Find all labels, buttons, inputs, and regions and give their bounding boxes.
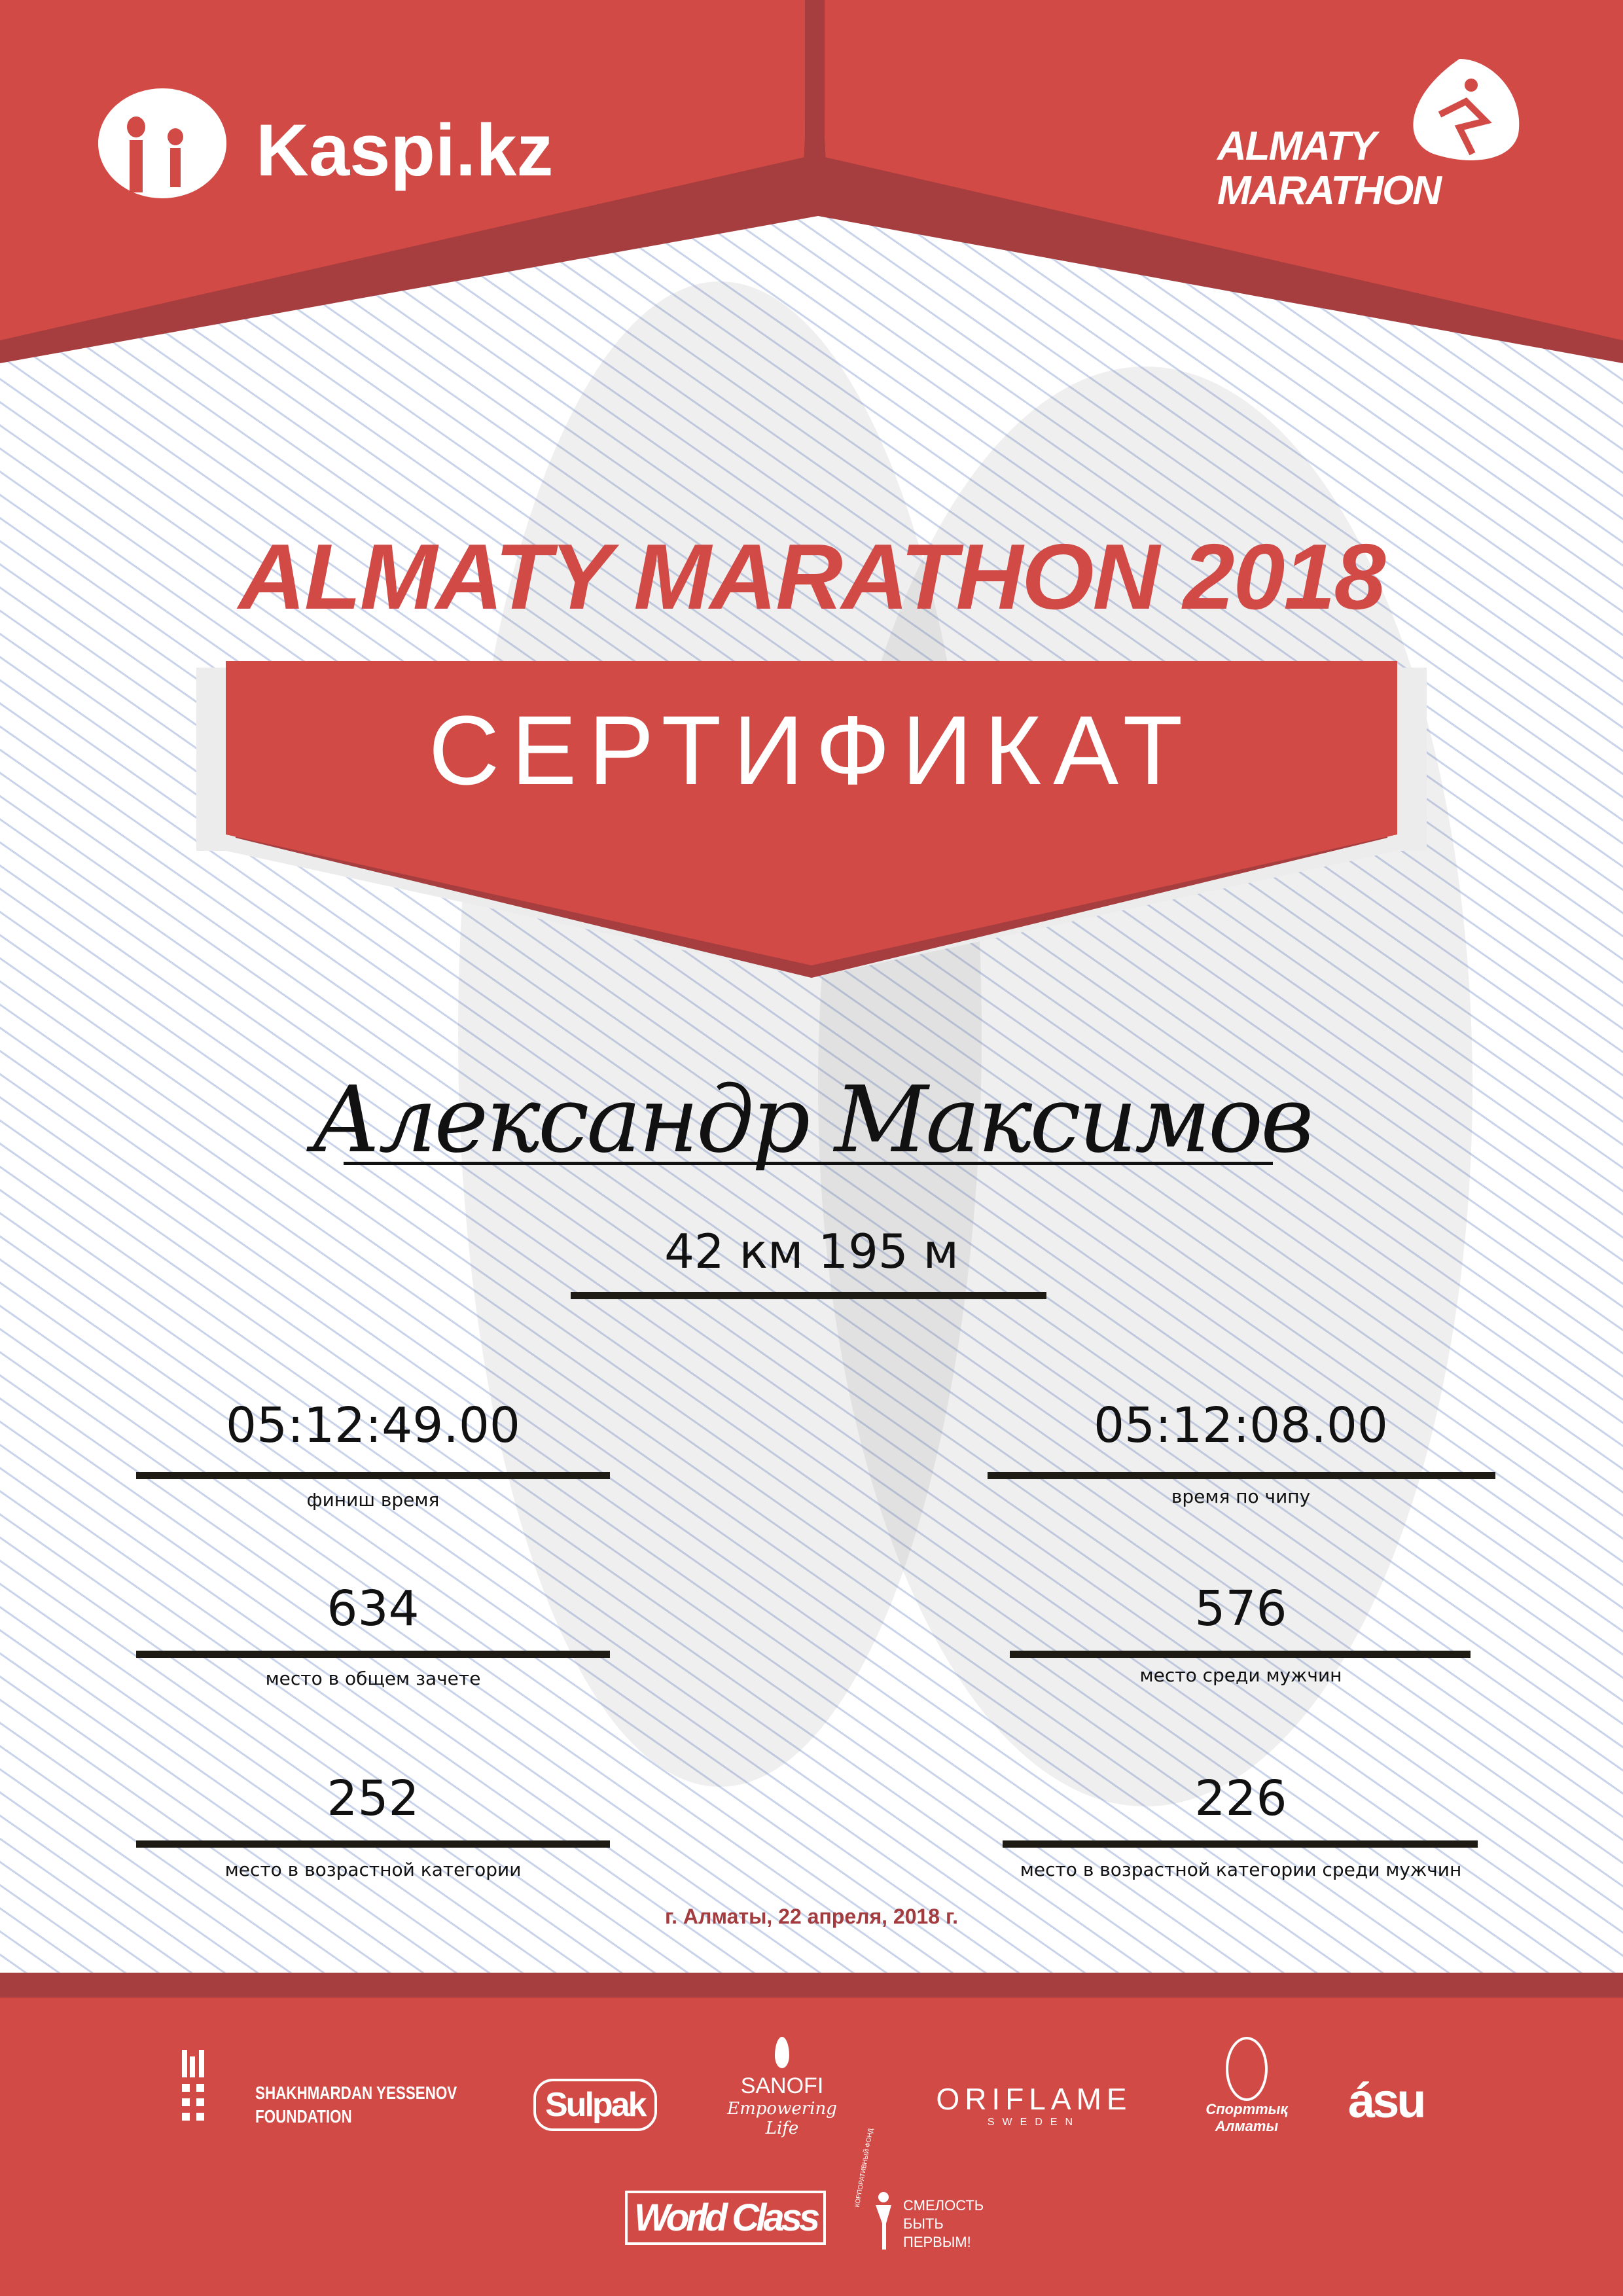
oriflame-name: ORIFLAME xyxy=(936,2082,1132,2116)
age-place-value: 252 xyxy=(327,1770,419,1827)
sanofi-name: SANOFI xyxy=(740,2073,824,2098)
fund-arc-text: КОРПОРАТИВНЫЙ ФОНД xyxy=(853,2127,875,2208)
sponsor-oriflame: ORIFLAME SWEDEN xyxy=(923,2081,1145,2128)
chip-time-label: время по чипу xyxy=(1171,1486,1311,1507)
male-place-label: место среди мужчин xyxy=(1139,1664,1342,1686)
sanofi-tagline: Empowering Life xyxy=(727,2099,837,2138)
yessenov-line2: FOUNDATION xyxy=(255,2106,352,2126)
fund-line3: ПЕРВЫМ! xyxy=(903,2234,971,2250)
sponsor-sport-almaty: Спорттық Алматы xyxy=(1198,2037,1296,2135)
overall-place-label: место в общем зачете xyxy=(265,1668,481,1689)
sponsor-asu: ásu xyxy=(1348,2073,1426,2128)
event-title: ALMATY MARATHON 2018 xyxy=(238,525,1386,629)
age-place-label: место в возрастной категории xyxy=(224,1859,522,1880)
oriflame-sub: SWEDEN xyxy=(987,2117,1081,2128)
footer-stripe xyxy=(0,1973,1623,1998)
marathon-logo-line1: ALMATY xyxy=(1217,124,1377,169)
male-place-value: 576 xyxy=(1194,1581,1287,1637)
sponsors-footer: SHAKHMARDAN YESSENOV FOUNDATION Sulpak S… xyxy=(0,1998,1623,2296)
finish-time-line xyxy=(136,1472,610,1479)
kaspi-logo-icon xyxy=(98,88,226,198)
age-male-place-line xyxy=(1003,1840,1478,1848)
sanofi-drop-icon xyxy=(775,2037,789,2068)
finish-time-value: 05:12:49.00 xyxy=(225,1397,521,1454)
sponsor-sanofi: SANOFI Empowering Life xyxy=(720,2037,844,2138)
runner-photo-female xyxy=(818,367,1472,1806)
certificate-heading: СЕРТИФИКАТ xyxy=(428,695,1195,805)
distance: 42 км 195 м xyxy=(664,1224,959,1279)
participant-name: Александр Максимов xyxy=(312,1067,1313,1174)
sponsor-sulpak: Sulpak xyxy=(533,2079,657,2131)
sport-almaty-line2: Алматы xyxy=(1215,2118,1279,2134)
sponsor-worldclass: World Class xyxy=(625,2191,827,2245)
runner-photo-male xyxy=(458,281,982,1787)
overall-place-line xyxy=(136,1651,610,1658)
age-male-place-label: место в возрастной категории среди мужчи… xyxy=(1020,1859,1462,1880)
chip-time-line xyxy=(988,1472,1495,1479)
age-male-place-value: 226 xyxy=(1194,1770,1287,1827)
fund-figure-icon xyxy=(876,2192,891,2250)
fund-line1: СМЕЛОСТЬ xyxy=(903,2197,984,2214)
date-place: г. Алматы, 22 апреля, 2018 г. xyxy=(665,1905,958,1928)
sport-almaty-emblem-icon xyxy=(1226,2037,1268,2101)
finish-time-label: финиш время xyxy=(306,1489,440,1511)
background-pattern xyxy=(0,0,1623,1977)
runner-icon xyxy=(1413,59,1520,160)
sport-almaty-line1: Спорттық xyxy=(1205,2101,1288,2117)
male-place-line xyxy=(1010,1651,1471,1658)
marathon-logo-text: ALMATY MARATHON xyxy=(1217,124,1442,213)
distance-underline xyxy=(571,1292,1046,1299)
chip-time-value: 05:12:08.00 xyxy=(1093,1397,1389,1454)
overall-place-value: 634 xyxy=(327,1581,419,1637)
age-place-line xyxy=(136,1840,610,1848)
header-banner xyxy=(0,0,1623,363)
yessenov-line1: SHAKHMARDAN YESSENOV xyxy=(255,2083,457,2103)
yessenov-bars-icon xyxy=(182,2050,204,2121)
name-underline xyxy=(344,1162,1273,1165)
kaspi-logo-text: Kaspi.kz xyxy=(256,109,554,191)
fund-line2: БЫТЬ xyxy=(903,2215,944,2232)
certificate-ribbon xyxy=(196,661,1427,978)
marathon-logo-line2: MARATHON xyxy=(1217,168,1442,213)
